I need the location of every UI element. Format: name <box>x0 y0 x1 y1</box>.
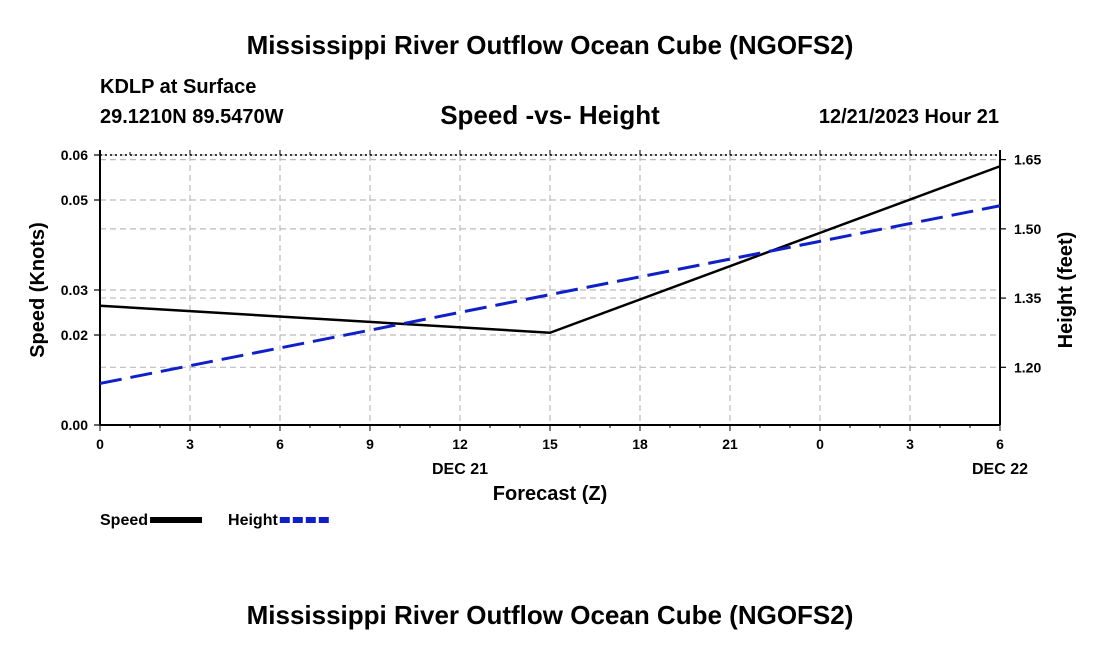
station-coordinates: 29.1210N 89.5470W <box>100 106 284 128</box>
y-right-tick-label: 1.20 <box>1014 359 1041 375</box>
chart-title: Mississippi River Outflow Ocean Cube (NG… <box>246 30 854 60</box>
x-day-label: DEC 22 <box>972 461 1028 478</box>
x-tick-label: 3 <box>186 436 194 452</box>
y-left-axis-title: Speed (Knots) <box>27 222 49 358</box>
y-right-tick-label: 1.35 <box>1014 290 1041 306</box>
y-right-axis-title: Height (feet) <box>1055 232 1077 349</box>
x-day-label: DEC 21 <box>432 461 488 478</box>
x-tick-label: 6 <box>996 436 1004 452</box>
y-left-tick-label: 0.06 <box>61 147 88 163</box>
x-tick-label: 12 <box>452 436 468 452</box>
x-tick-label: 9 <box>366 436 374 452</box>
chart-subtitle: Speed -vs- Height <box>440 100 660 130</box>
station-label: KDLP at Surface <box>100 76 257 98</box>
y-left-tick-label: 0.05 <box>61 192 88 208</box>
series-line-speed <box>99 165 1001 334</box>
legend-label-height: Height <box>228 512 278 529</box>
x-tick-label: 15 <box>542 436 558 452</box>
footer-title: Mississippi River Outflow Ocean Cube (NG… <box>246 600 854 630</box>
x-tick-label: 0 <box>96 436 104 452</box>
x-tick-label: 3 <box>906 436 914 452</box>
y-left-tick-label: 0.03 <box>61 282 88 298</box>
x-tick-label: 6 <box>276 436 284 452</box>
y-right-tick-label: 1.50 <box>1014 221 1041 237</box>
forecast-timestamp: 12/21/2023 Hour 21 <box>818 106 999 128</box>
y-right-tick-label: 1.65 <box>1014 152 1041 168</box>
x-tick-label: 18 <box>632 436 648 452</box>
y-left-tick-label: 0.00 <box>61 417 88 433</box>
legend-label-speed: Speed <box>100 512 148 529</box>
y-left-tick-label: 0.02 <box>61 327 88 343</box>
series-line-height <box>99 204 1001 385</box>
x-tick-label: 21 <box>722 436 738 452</box>
x-tick-label: 0 <box>816 436 824 452</box>
x-axis-title: Forecast (Z) <box>493 483 607 505</box>
